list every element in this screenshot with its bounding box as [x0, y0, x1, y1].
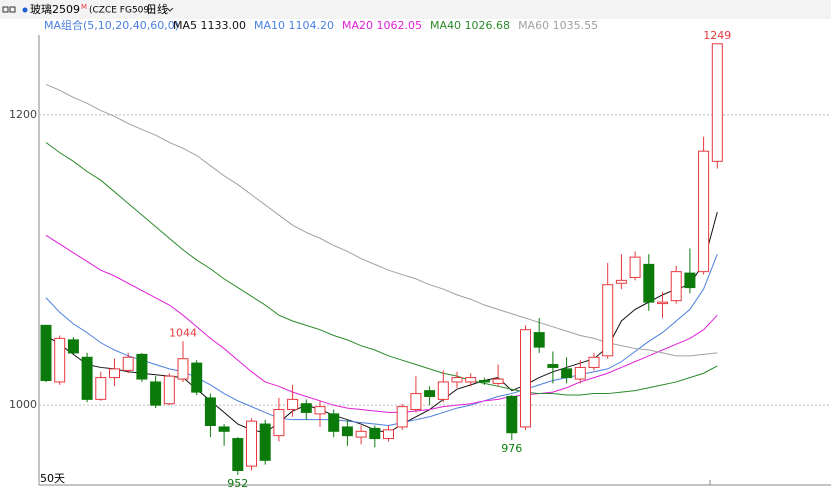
candle-body [191, 362, 203, 393]
candle-body [588, 356, 600, 368]
candle-body [643, 263, 655, 303]
chevron[interactable] [166, 7, 174, 12]
ma-line [45, 142, 718, 396]
candle-body [383, 429, 394, 440]
candle-body [615, 279, 627, 284]
candle-body [533, 332, 545, 348]
low-label: 952 [227, 477, 248, 488]
period[interactable]: 日线 [146, 2, 168, 16]
legend-value: 1035.55 [553, 19, 599, 32]
legend-name: MA60 [518, 19, 549, 32]
candle-body [492, 378, 504, 384]
ma-line [45, 254, 718, 426]
candle-body [437, 381, 449, 400]
candle-body [396, 406, 408, 428]
candle-body [711, 43, 723, 162]
candle-body [478, 379, 490, 383]
low-label: 976 [501, 442, 522, 455]
candle-body [204, 397, 216, 426]
candle-body [684, 272, 696, 289]
legend-value: 1104.20 [289, 19, 335, 32]
candle-body [259, 423, 271, 461]
candle-body [424, 390, 436, 397]
candle-body [218, 426, 230, 432]
candle-body [547, 364, 559, 368]
candle-body [465, 377, 477, 383]
candle-body [670, 271, 682, 302]
high-label: 1249 [703, 29, 731, 42]
candle-body [122, 356, 134, 371]
span-label: 50天 [40, 472, 65, 485]
candle-body [177, 358, 189, 380]
candle-body [574, 366, 586, 380]
candle-body [410, 393, 422, 411]
legend-entry: MA10 1104.20 [254, 19, 334, 32]
candle-body [136, 353, 148, 380]
legend-name: MA10 [254, 19, 285, 32]
toolbar [0, 0, 831, 19]
candle-body [95, 377, 107, 400]
legend-name: MA20 [342, 19, 373, 32]
candle-body [328, 413, 340, 432]
candle-body [273, 409, 285, 437]
candle-body [369, 427, 381, 440]
legend-value: 1133.00 [201, 19, 247, 32]
legend-entry: MA20 1062.05 [342, 19, 422, 32]
ma-group: MA组合(5,10,20,40,60,0) [44, 18, 179, 32]
legend-entry: MA60 1035.55 [518, 19, 598, 32]
candle-body [67, 339, 79, 354]
candle-body [163, 375, 175, 405]
legend-value: 1026.68 [465, 19, 511, 32]
icon[interactable] [2, 6, 9, 13]
candle-body [54, 337, 66, 383]
candle-body [232, 438, 244, 471]
candle-body [451, 377, 463, 383]
y-tick-label: 1000 [9, 398, 37, 411]
candle-body [150, 381, 162, 406]
legend-name: MA40 [430, 19, 461, 32]
candle-body [109, 368, 120, 379]
candle-body [341, 426, 353, 437]
candle-body [40, 324, 52, 381]
candle-body [561, 368, 573, 379]
legend-entry: MA5 1133.00 [173, 19, 246, 32]
dot [22, 7, 28, 13]
candle-body [287, 398, 299, 411]
candle-body [355, 430, 367, 438]
ma-line [45, 212, 718, 434]
candle-body [246, 420, 257, 467]
legend-name: MA5 [173, 19, 197, 32]
candle-body [506, 395, 518, 434]
legend-entry: MA40 1026.68 [430, 19, 510, 32]
candle-body [629, 256, 641, 278]
candle-body [657, 301, 668, 305]
high-label: 1044 [169, 326, 197, 339]
ma-line [45, 83, 718, 357]
legend-value: 1062.05 [377, 19, 423, 32]
code: (CZCE FG509) [89, 6, 153, 16]
candle-body [300, 403, 312, 413]
candle-body [314, 406, 326, 415]
symbol: 玻璃2509 [30, 2, 80, 16]
icon [9, 6, 16, 13]
candle-body [698, 150, 710, 273]
candle-body [520, 329, 531, 428]
candle-body [81, 356, 93, 400]
ma-line [45, 234, 718, 413]
y-tick-label: 1200 [9, 108, 37, 121]
candle-body [602, 284, 614, 357]
flag: M [81, 3, 87, 11]
